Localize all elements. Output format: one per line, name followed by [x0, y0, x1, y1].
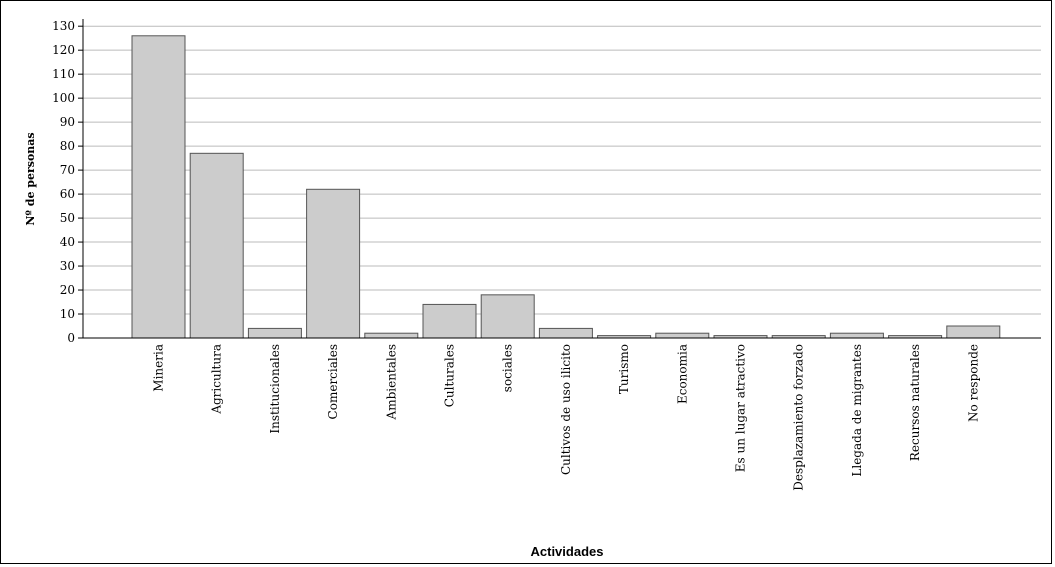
bar-ambientales: [364, 332, 419, 339]
x-tick-label: Mineria: [152, 344, 166, 392]
y-tick-label: 30: [60, 259, 75, 273]
x-tick-label: Culturales: [443, 344, 457, 407]
y-tick-label: 40: [60, 235, 75, 249]
y-tick-label: 10: [60, 307, 75, 321]
x-tick-label: Recursos naturales: [908, 344, 922, 461]
y-tick-label: 20: [60, 283, 75, 297]
bar-cultivos-de-uso-ilicito: [538, 327, 593, 339]
bar-mineria: [131, 35, 186, 339]
x-tick-label: Turismo: [617, 344, 631, 394]
x-axis-category-labels: Mineria Agricultura Institucionales Comerci…: [152, 344, 981, 491]
x-tick-label: Agricultura: [210, 344, 224, 415]
y-tick-label: 100: [52, 91, 75, 105]
x-tick-label: Institucionales: [268, 344, 282, 434]
y-tick-label: 110: [52, 67, 75, 81]
x-axis-title: Actividades: [531, 544, 604, 559]
y-tick-label: 80: [60, 139, 75, 153]
x-tick-label: Desplazamiento forzado: [792, 344, 806, 491]
bar-comerciales: [306, 188, 361, 339]
y-tick-label: 60: [60, 187, 75, 201]
x-tick-label: Es un lugar atractivo: [734, 344, 748, 472]
bars: [131, 35, 1001, 339]
y-tick-label: 0: [67, 331, 75, 345]
x-tick-label: Llegada de migrantes: [850, 344, 864, 477]
x-tick-label: Ambientales: [384, 344, 398, 420]
x-tick-label: sociales: [501, 344, 515, 392]
y-tick-label: 70: [60, 163, 75, 177]
bar-economia: [655, 332, 710, 339]
y-tick-label: 130: [52, 19, 75, 33]
bar-culturales: [422, 303, 477, 339]
x-tick-label: Economia: [675, 344, 689, 404]
x-tick-label: Comerciales: [326, 344, 340, 419]
bar-agricultura: [189, 152, 244, 339]
bar-llegada-de-migrantes: [829, 332, 884, 339]
y-tick-label: 50: [60, 211, 75, 225]
y-axis-title: Nº de personas: [24, 132, 37, 225]
y-tick-label: 120: [52, 43, 75, 57]
x-tick-label: No responde: [966, 344, 980, 422]
y-axis-ticks: 0 10 20 30 40 50 60 70 80 90 100 110 120 130: [52, 19, 83, 345]
x-tick-label: Cultivos de uso ilicito: [559, 344, 573, 475]
bar-sociales: [480, 294, 535, 339]
y-tick-label: 90: [60, 115, 75, 129]
bar-institucionales: [247, 327, 302, 339]
bar-no-responde: [946, 325, 1001, 339]
